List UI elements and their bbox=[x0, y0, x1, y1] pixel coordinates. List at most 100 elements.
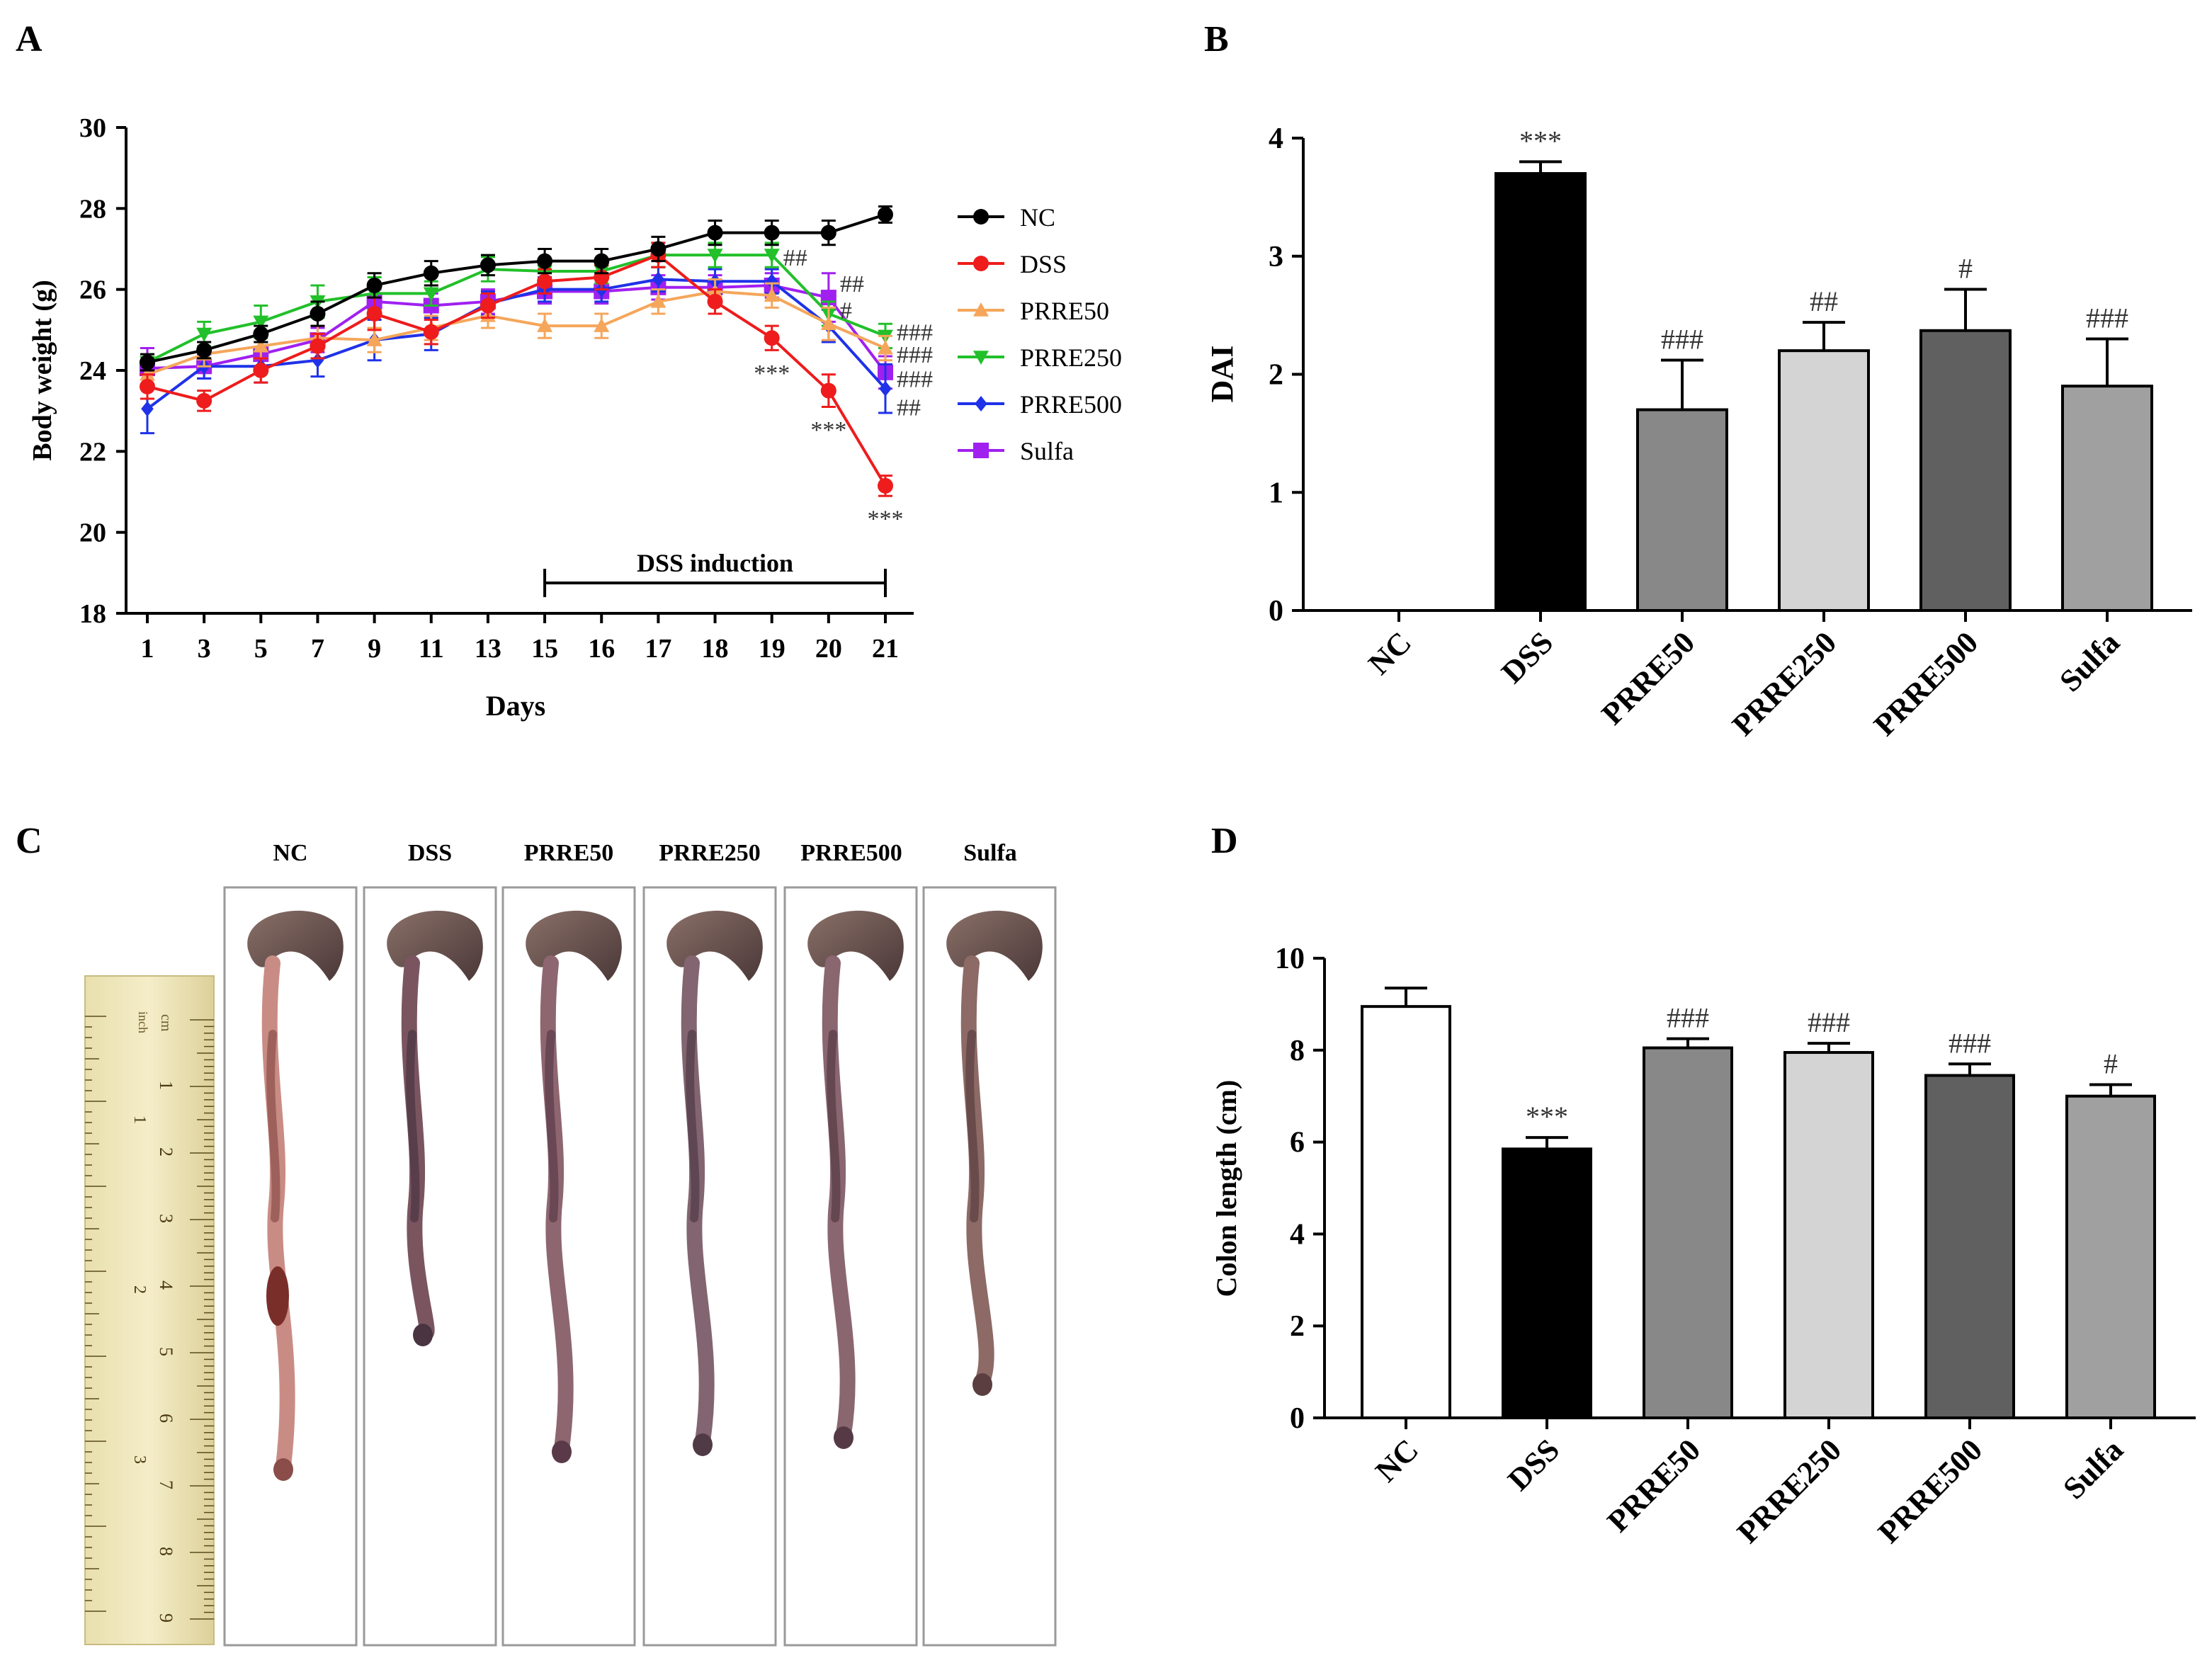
series-line-dss bbox=[147, 253, 887, 487]
panel-label-a: A bbox=[16, 19, 42, 59]
rectum-end bbox=[834, 1426, 853, 1449]
a-x-tick-label: 5 bbox=[254, 634, 268, 664]
point-prre50 bbox=[594, 318, 610, 332]
point-dss bbox=[196, 392, 212, 409]
a-x-tick-label: 16 bbox=[588, 634, 615, 664]
point-nc bbox=[537, 253, 553, 269]
ruler-inch-number: 2 bbox=[130, 1285, 149, 1294]
cecum bbox=[807, 910, 904, 981]
bar-group-prre500: # bbox=[1919, 252, 2012, 612]
ruler-unit-inch: inch bbox=[136, 1011, 150, 1033]
sample-frame bbox=[642, 886, 777, 1647]
b-y-tick-label: 4 bbox=[1269, 123, 1283, 155]
bar-prre250 bbox=[1778, 349, 1870, 612]
legend-label-prre50: PRRE50 bbox=[1020, 297, 1109, 325]
ruler-cm-number: 1 bbox=[156, 1081, 176, 1090]
legend-marker-prre500 bbox=[975, 396, 987, 411]
legend-marker-prre50 bbox=[973, 302, 989, 317]
d-x-tick-label-prre250: PRRE250 bbox=[1730, 1432, 1848, 1550]
point-dss bbox=[366, 305, 382, 322]
a-y-tick-label: 20 bbox=[79, 518, 106, 548]
a-x-tick-label: 19 bbox=[759, 634, 785, 664]
point-prre50 bbox=[764, 288, 780, 302]
a-x-tick-label: 1 bbox=[141, 634, 154, 664]
series-nc bbox=[140, 205, 893, 372]
photo-label-prre50: PRRE50 bbox=[524, 840, 614, 866]
a-x-axis-label: Days bbox=[486, 690, 545, 722]
ruler-inch-number: 3 bbox=[130, 1455, 149, 1464]
bar-sulfa bbox=[2061, 385, 2153, 612]
point-prre50 bbox=[820, 316, 836, 331]
d-y-tick-label: 10 bbox=[1275, 943, 1305, 975]
point-prre250 bbox=[196, 327, 212, 342]
bar-prre50 bbox=[1643, 1046, 1733, 1420]
series-line-prre250 bbox=[147, 254, 886, 364]
legend-item-dss: DSS bbox=[958, 250, 1067, 278]
point-nc bbox=[650, 241, 667, 257]
photo-label-prre250: PRRE250 bbox=[659, 840, 761, 866]
series-dss bbox=[140, 242, 893, 497]
photo-label-dss: DSS bbox=[408, 840, 452, 866]
point-dss bbox=[764, 330, 780, 346]
bar-prre500 bbox=[1924, 1074, 2015, 1419]
point-dss bbox=[480, 297, 496, 314]
a-x-tick-label: 18 bbox=[702, 634, 729, 664]
b-x-tick-label-prre500: PRRE500 bbox=[1867, 625, 1985, 742]
b-y-tick-label: 1 bbox=[1269, 477, 1283, 509]
colon-content bbox=[545, 1030, 559, 1222]
point-prre500 bbox=[141, 401, 154, 417]
annotation: # bbox=[840, 297, 852, 324]
point-nc bbox=[878, 206, 893, 222]
a-y-tick-label: 18 bbox=[79, 599, 106, 629]
colon-content bbox=[266, 1030, 280, 1222]
colon-sample-nc bbox=[223, 886, 358, 1647]
legend-label-prre250: PRRE250 bbox=[1020, 343, 1122, 372]
legend-marker-sulfa bbox=[973, 443, 989, 458]
legend-item-prre500: PRRE500 bbox=[958, 390, 1122, 419]
a-y-tick-label: 22 bbox=[79, 437, 106, 467]
ruler: cm inch 1 2 3 4 5 6 7 8 9 1 2 3 bbox=[84, 975, 215, 1645]
panel-c-photo: NC DSS PRRE50 PRRE250 PRRE500 Sulfa cm i… bbox=[84, 840, 1057, 1647]
point-prre250 bbox=[707, 249, 723, 263]
b-y-axis-label: DAI bbox=[1205, 346, 1240, 403]
colon-content bbox=[406, 1030, 420, 1222]
b-x-tick-label-sulfa: Sulfa bbox=[2053, 625, 2126, 698]
legend-marker-prre250 bbox=[973, 351, 989, 365]
rectum-end bbox=[693, 1433, 713, 1456]
bar-prre250 bbox=[1783, 1051, 1874, 1420]
bar-group-prre250: ### bbox=[1783, 1006, 1874, 1420]
colon-content bbox=[965, 1030, 980, 1222]
photo-group-labels: NC DSS PRRE50 PRRE250 PRRE500 Sulfa bbox=[273, 840, 1016, 866]
bar-group-prre50: ### bbox=[1636, 323, 1728, 613]
bar-nc bbox=[1361, 1005, 1451, 1419]
rectum-end bbox=[552, 1441, 572, 1463]
ruler-cm-number: 5 bbox=[156, 1347, 176, 1356]
annotation: ### bbox=[897, 366, 933, 392]
rectum-end bbox=[972, 1373, 992, 1396]
a-x-tick-label: 3 bbox=[198, 634, 211, 664]
ruler-cm-number: 8 bbox=[156, 1547, 176, 1556]
point-nc bbox=[196, 342, 212, 358]
a-y-tick-label: 26 bbox=[79, 276, 106, 305]
a-y-axis-label: Body weight (g) bbox=[28, 280, 57, 460]
bar-prre500 bbox=[1919, 329, 2012, 612]
a-x-tick-label: 17 bbox=[645, 634, 671, 664]
d-y-tick-label: 2 bbox=[1290, 1310, 1305, 1343]
a-x-tick-label: 13 bbox=[475, 634, 501, 664]
d-x-tick-label-prre50: PRRE50 bbox=[1601, 1432, 1707, 1538]
legend-label-sulfa: Sulfa bbox=[1020, 437, 1074, 465]
colon-content bbox=[686, 1030, 700, 1222]
legend-label-nc: NC bbox=[1020, 203, 1055, 232]
point-dss bbox=[140, 378, 155, 394]
bar-sulfa bbox=[2065, 1094, 2156, 1419]
point-dss bbox=[537, 273, 553, 290]
point-prre50 bbox=[366, 332, 382, 346]
annotation: ### bbox=[897, 320, 933, 346]
d-x-tick-label-nc: NC bbox=[1368, 1432, 1425, 1489]
ruler-cm-number: 3 bbox=[156, 1214, 176, 1223]
bar-dss bbox=[1494, 172, 1587, 612]
a-y-tick-label: 24 bbox=[79, 356, 106, 386]
point-nc bbox=[594, 253, 610, 269]
